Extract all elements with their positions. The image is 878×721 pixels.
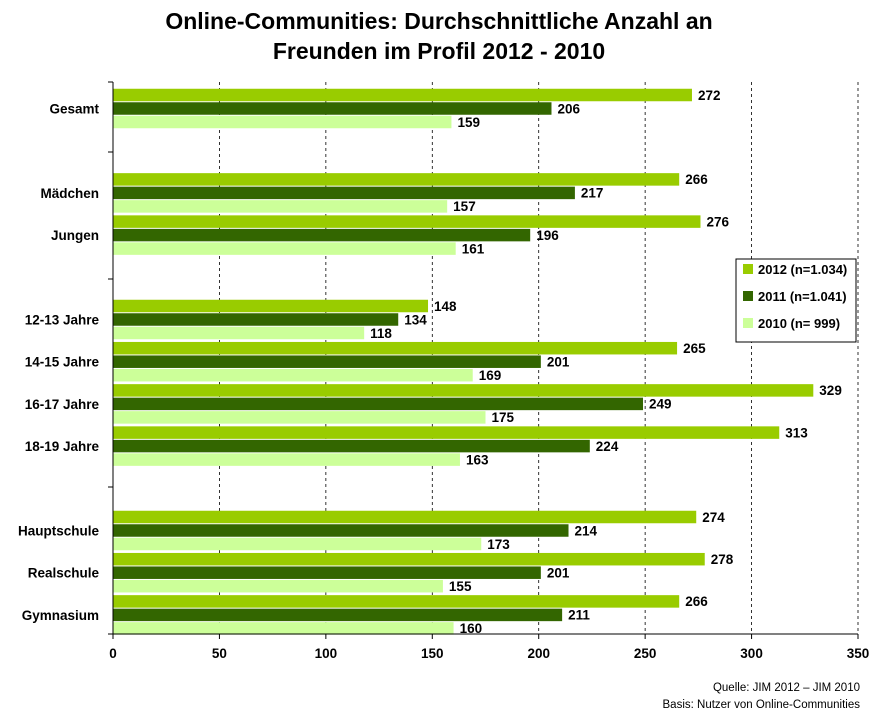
x-tick-label: 100 xyxy=(315,646,338,661)
x-tick-label: 200 xyxy=(527,646,550,661)
bar xyxy=(113,341,678,355)
data-label: 211 xyxy=(568,608,590,623)
bar xyxy=(113,439,590,453)
source-line: Quelle: JIM 2012 – JIM 2010 xyxy=(712,682,860,694)
bar xyxy=(113,411,486,424)
category-label: 12-13 Jahre xyxy=(25,313,100,328)
data-label: 196 xyxy=(536,228,559,243)
legend-label: 2010 (n= 999) xyxy=(758,316,840,331)
x-tick-label: 50 xyxy=(212,646,227,661)
legend-label: 2011 (n=1.041) xyxy=(758,289,847,304)
bar xyxy=(113,537,482,551)
data-label: 265 xyxy=(683,341,706,356)
category-label: Gymnasium xyxy=(22,608,99,623)
chart-title: Online-Communities: Durchschnittliche An… xyxy=(0,6,878,66)
x-tick-label: 300 xyxy=(740,646,763,661)
data-label: 278 xyxy=(711,552,734,567)
bar xyxy=(113,215,701,228)
bar xyxy=(113,622,454,635)
data-label: 148 xyxy=(434,299,457,314)
legend xyxy=(735,258,857,343)
bar xyxy=(113,173,680,186)
data-label: 214 xyxy=(575,523,598,538)
data-label: 163 xyxy=(466,452,489,467)
data-label: 169 xyxy=(479,368,502,383)
bar xyxy=(113,242,456,255)
bar xyxy=(113,566,541,579)
bar xyxy=(113,368,473,382)
bar xyxy=(113,299,429,313)
bar xyxy=(113,355,541,368)
bar xyxy=(113,384,814,397)
legend-swatch xyxy=(743,291,753,301)
bar xyxy=(113,228,531,242)
data-label: 175 xyxy=(492,410,515,425)
data-label: 159 xyxy=(457,115,480,130)
data-label: 134 xyxy=(404,312,427,327)
category-label: Realschule xyxy=(28,566,100,581)
category-label: 16-17 Jahre xyxy=(25,397,100,412)
legend-label: 2012 (n=1.034) xyxy=(758,262,847,277)
x-tick-label: 250 xyxy=(634,646,657,661)
data-label: 155 xyxy=(449,579,472,594)
legend-swatch xyxy=(743,264,753,274)
category-label: Mädchen xyxy=(40,186,99,201)
x-tick-label: 0 xyxy=(109,646,117,661)
chart-title-line-2: Freunden im Profil 2012 - 2010 xyxy=(272,38,606,64)
data-label: 173 xyxy=(487,537,510,552)
data-label: 157 xyxy=(453,199,476,214)
x-tick-label: 150 xyxy=(421,646,444,661)
bar xyxy=(113,397,644,411)
bar xyxy=(113,102,552,115)
category-label: Jungen xyxy=(51,228,99,243)
bar xyxy=(113,552,705,566)
data-label: 276 xyxy=(706,214,729,229)
data-label: 161 xyxy=(462,241,485,256)
bar xyxy=(113,510,697,524)
data-label: 201 xyxy=(547,565,570,580)
data-label: 266 xyxy=(685,594,708,609)
category-label: Gesamt xyxy=(49,102,99,117)
category-label: 14-15 Jahre xyxy=(25,355,100,370)
data-label: 274 xyxy=(702,510,725,525)
data-label: 313 xyxy=(785,425,808,440)
data-label: 206 xyxy=(557,101,580,116)
bar xyxy=(113,115,452,129)
data-label: 224 xyxy=(596,439,619,454)
data-label: 217 xyxy=(581,186,604,201)
bar xyxy=(113,326,365,340)
data-label: 201 xyxy=(547,354,570,369)
bar xyxy=(113,608,563,622)
chart-title-line-1: Online-Communities: Durchschnittliche An… xyxy=(165,8,713,34)
legend-swatch xyxy=(743,318,753,328)
bar xyxy=(113,200,448,213)
bar xyxy=(113,595,680,608)
bar xyxy=(113,426,780,439)
data-label: 160 xyxy=(460,621,483,636)
data-label: 266 xyxy=(685,172,708,187)
bar xyxy=(113,579,443,593)
bar xyxy=(113,453,460,466)
source-note: Quelle: JIM 2012 – JIM 2010 Basis: Nutze… xyxy=(663,680,861,714)
bar xyxy=(113,313,399,326)
data-label: 272 xyxy=(698,88,721,103)
basis-line: Basis: Nutzer von Online-Communities xyxy=(662,699,861,711)
bar xyxy=(113,186,575,200)
bar xyxy=(113,524,569,537)
category-label: Hauptschule xyxy=(18,524,100,539)
data-label: 249 xyxy=(649,397,672,412)
x-tick-label: 350 xyxy=(847,646,870,661)
bar xyxy=(113,88,692,102)
category-label: 18-19 Jahre xyxy=(25,439,100,454)
data-label: 118 xyxy=(370,326,392,341)
data-label: 329 xyxy=(819,383,842,398)
